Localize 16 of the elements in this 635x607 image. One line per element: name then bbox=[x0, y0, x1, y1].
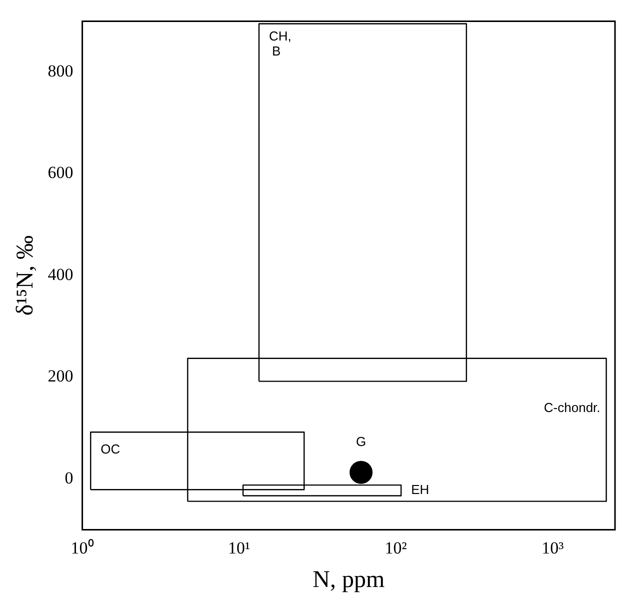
series-label: G bbox=[356, 434, 366, 449]
y-axis-title: δ¹⁵N, ‰ bbox=[12, 235, 39, 316]
y-tick-label: 200 bbox=[48, 366, 74, 386]
y-tick-label: 400 bbox=[48, 264, 74, 284]
x-tick-label: 10¹ bbox=[228, 538, 250, 558]
x-tick-label: 10³ bbox=[542, 538, 564, 558]
series-label: C-chondr. bbox=[544, 400, 600, 415]
series-label: OC bbox=[100, 442, 120, 457]
y-tick-label: 800 bbox=[48, 62, 74, 81]
y-tick-label: 600 bbox=[48, 163, 74, 182]
series-label: EH bbox=[411, 482, 430, 497]
x-tick-label: 10⁰ bbox=[70, 538, 94, 558]
x-axis-title: N, ppm bbox=[312, 566, 385, 593]
x-tick-label: 10² bbox=[384, 538, 407, 558]
y-tick-label: 0 bbox=[64, 468, 74, 488]
series-label: CH, B bbox=[269, 28, 292, 58]
